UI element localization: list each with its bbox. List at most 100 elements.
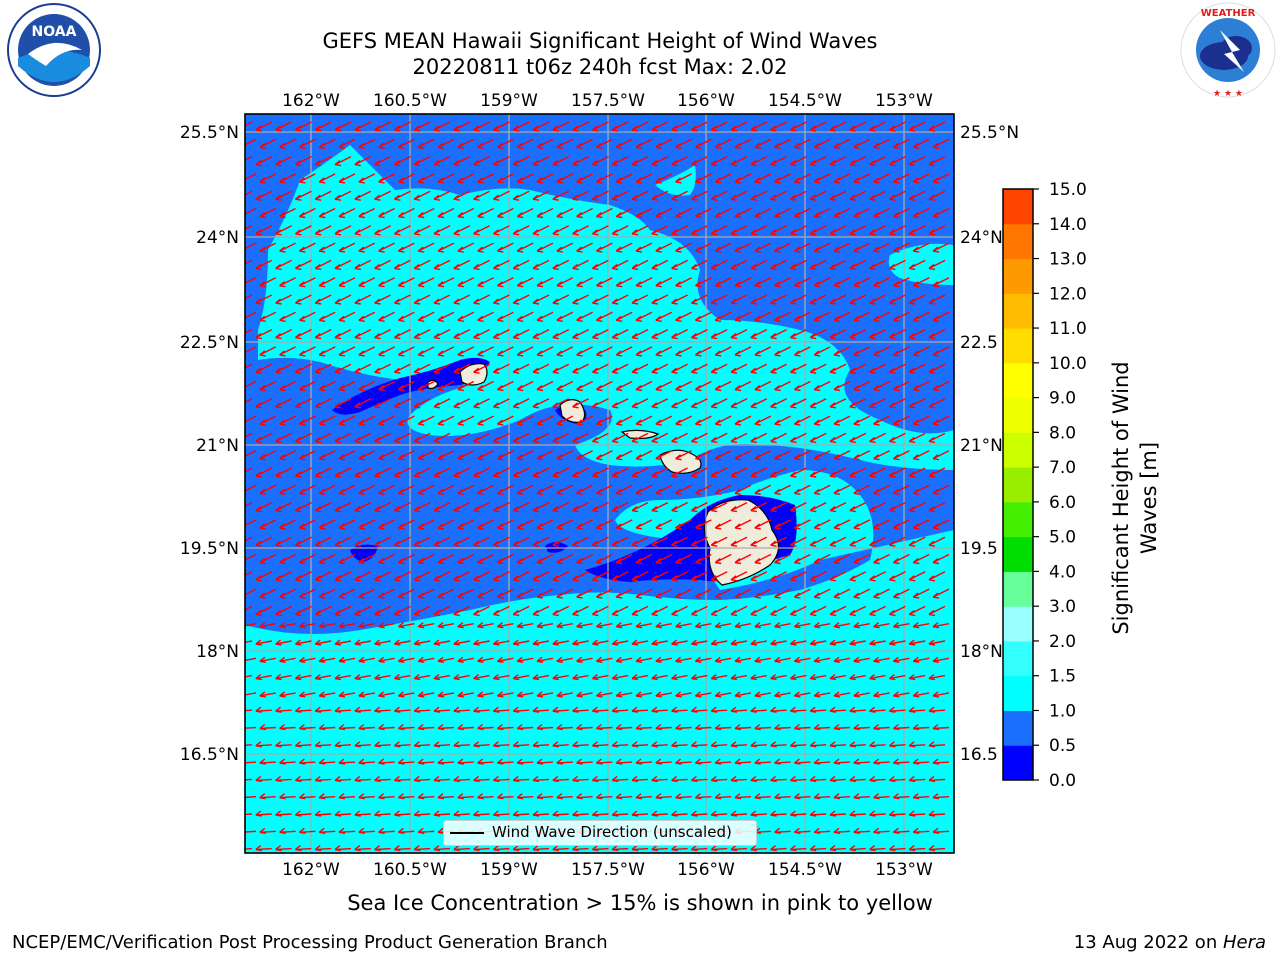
wind-arrow xyxy=(259,723,276,731)
wind-arrow xyxy=(437,691,455,698)
wind-arrow xyxy=(750,536,768,547)
wind-arrow xyxy=(912,622,930,629)
wind-arrow xyxy=(869,328,886,340)
wind-arrow xyxy=(338,758,356,765)
wind-arrow xyxy=(675,415,692,426)
wind-arrow xyxy=(516,346,534,357)
wind-arrow xyxy=(259,588,277,599)
wind-arrow xyxy=(853,484,871,495)
wind-arrow xyxy=(595,793,613,800)
wind-arrow xyxy=(615,793,633,800)
wind-arrow xyxy=(397,450,415,461)
wind-arrow xyxy=(789,294,807,305)
wind-arrow xyxy=(433,259,451,271)
wind-arrow xyxy=(576,138,593,149)
wind-arrow xyxy=(279,242,296,253)
wind-arrow xyxy=(615,519,633,530)
colorbar-bin xyxy=(1003,223,1033,260)
wind-arrow xyxy=(932,553,950,565)
wind-arrow xyxy=(809,432,827,444)
wind-arrow xyxy=(615,207,633,219)
wind-arrow xyxy=(457,207,475,219)
wind-arrow xyxy=(774,588,791,599)
wind-arrow xyxy=(928,259,946,271)
wind-arrow xyxy=(928,845,946,852)
wind-arrow xyxy=(512,501,530,513)
wind-arrow xyxy=(413,775,431,783)
wind-arrow xyxy=(437,346,455,357)
wind-arrow xyxy=(829,432,847,444)
wind-arrow xyxy=(734,656,752,663)
wind-arrow xyxy=(888,674,906,681)
wind-arrow xyxy=(690,121,708,132)
wind-arrow xyxy=(655,277,673,288)
wind-arrow xyxy=(710,501,728,513)
wind-arrow xyxy=(417,311,435,322)
wind-arrow xyxy=(615,656,633,663)
wind-arrow xyxy=(809,328,827,340)
wind-arrow xyxy=(651,775,668,783)
wind-arrow xyxy=(690,605,708,617)
wind-arrow xyxy=(849,432,867,444)
wind-arrow xyxy=(892,311,910,322)
colorbar-tick-label: 8.0 xyxy=(1049,423,1076,443)
wind-arrow xyxy=(536,758,554,765)
wind-arrow xyxy=(912,723,930,731)
wind-arrow xyxy=(298,622,316,629)
wind-arrow xyxy=(275,741,292,748)
wind-arrow xyxy=(433,190,451,201)
wind-arrow xyxy=(354,706,371,713)
wind-arrow xyxy=(714,173,732,184)
wind-arrow xyxy=(516,380,534,392)
wind-arrow xyxy=(770,155,787,167)
wind-arrow xyxy=(888,605,906,617)
wind-arrow xyxy=(710,775,728,783)
wind-arrow xyxy=(770,225,787,236)
wind-arrow xyxy=(576,173,593,184)
colorbar-tick-label: 11.0 xyxy=(1049,319,1087,339)
wind-arrow xyxy=(516,242,534,253)
wind-arrow xyxy=(770,706,787,713)
wind-arrow xyxy=(789,674,807,681)
wind-arrow xyxy=(873,827,890,834)
wind-arrow xyxy=(690,536,708,547)
wind-arrow xyxy=(354,845,371,852)
colorbar-tick-label: 0.5 xyxy=(1049,736,1076,756)
wind-arrow xyxy=(516,277,534,288)
wind-arrow xyxy=(298,450,316,461)
wind-arrow xyxy=(279,138,296,149)
wind-arrow xyxy=(888,467,906,478)
wind-arrow xyxy=(536,277,554,288)
wind-arrow xyxy=(496,484,514,495)
wind-arrow xyxy=(770,810,787,817)
wind-arrow xyxy=(793,622,811,629)
wind-arrow xyxy=(512,639,530,646)
wind-arrow xyxy=(730,432,748,444)
wind-arrow xyxy=(314,639,332,646)
wind-arrow xyxy=(572,775,589,783)
wind-arrow xyxy=(536,380,554,392)
wind-arrow xyxy=(378,656,395,663)
wind-arrow xyxy=(318,277,336,288)
wind-arrow xyxy=(694,553,712,565)
wind-arrow xyxy=(279,758,296,765)
wind-arrow xyxy=(651,190,669,201)
wind-arrow xyxy=(393,225,411,236)
wind-arrow xyxy=(813,450,831,461)
wind-arrow xyxy=(374,605,391,617)
wind-arrow xyxy=(397,519,415,530)
wind-arrow xyxy=(314,121,332,132)
wind-arrow xyxy=(279,588,296,599)
wind-arrow xyxy=(655,346,673,357)
wind-arrow xyxy=(492,741,510,748)
wind-arrow xyxy=(358,656,375,663)
wind-arrow xyxy=(774,793,791,800)
wind-arrow xyxy=(635,553,653,565)
wind-arrow xyxy=(690,363,708,374)
wind-arrow xyxy=(417,415,435,426)
wind-arrow xyxy=(770,432,787,444)
wind-arrow xyxy=(536,622,554,629)
wind-arrow xyxy=(928,674,946,681)
wind-arrow xyxy=(393,741,411,748)
wind-arrow xyxy=(710,571,728,582)
